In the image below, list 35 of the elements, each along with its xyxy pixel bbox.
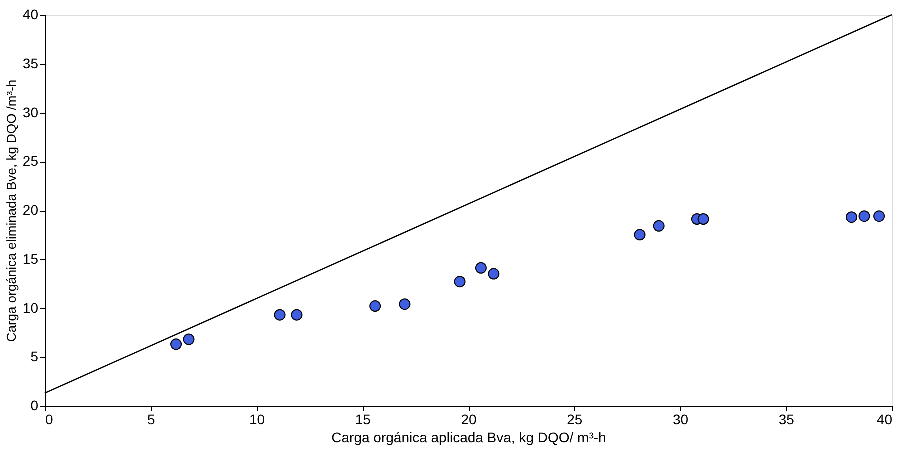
y-tick-label: 40 xyxy=(22,6,39,22)
x-tick-label: 5 xyxy=(147,412,156,428)
y-tick-label: 30 xyxy=(22,104,39,120)
x-tick-label: 0 xyxy=(46,412,54,428)
x-tick-label: 10 xyxy=(249,412,266,428)
point xyxy=(183,334,195,346)
point xyxy=(874,210,886,222)
x-tick-label: 35 xyxy=(778,412,795,428)
point xyxy=(399,298,411,310)
point xyxy=(475,262,487,274)
point xyxy=(858,210,870,222)
point xyxy=(170,338,182,350)
y-tick-label: 15 xyxy=(22,250,39,267)
y-tick-label: 35 xyxy=(22,55,39,72)
point xyxy=(291,309,303,321)
x-tick-label: 30 xyxy=(672,412,689,428)
point xyxy=(698,214,710,226)
y-tick-label: 25 xyxy=(22,153,39,170)
point xyxy=(846,212,858,224)
y-tick-label: 0 xyxy=(30,398,39,414)
x-tick-label: 40 xyxy=(876,412,893,428)
y-tick-label: 5 xyxy=(30,348,39,365)
x-tick-label: 20 xyxy=(461,412,477,428)
point xyxy=(370,300,382,312)
point xyxy=(274,309,286,321)
x-tick-label: 25 xyxy=(567,412,583,428)
x-tick-label: 15 xyxy=(355,412,372,428)
x-axis-title: Carga orgánica aplicada Bva, kg DQO/ m³-h xyxy=(332,430,606,446)
point xyxy=(488,268,500,280)
point xyxy=(653,220,665,232)
point xyxy=(454,276,466,288)
y-axis-title: Carga orgánica eliminada Bve, kg DQO /m³-h xyxy=(4,80,19,342)
y-tick-label: 20 xyxy=(22,202,39,218)
y-tick-label: 10 xyxy=(22,300,39,316)
point xyxy=(634,229,646,241)
